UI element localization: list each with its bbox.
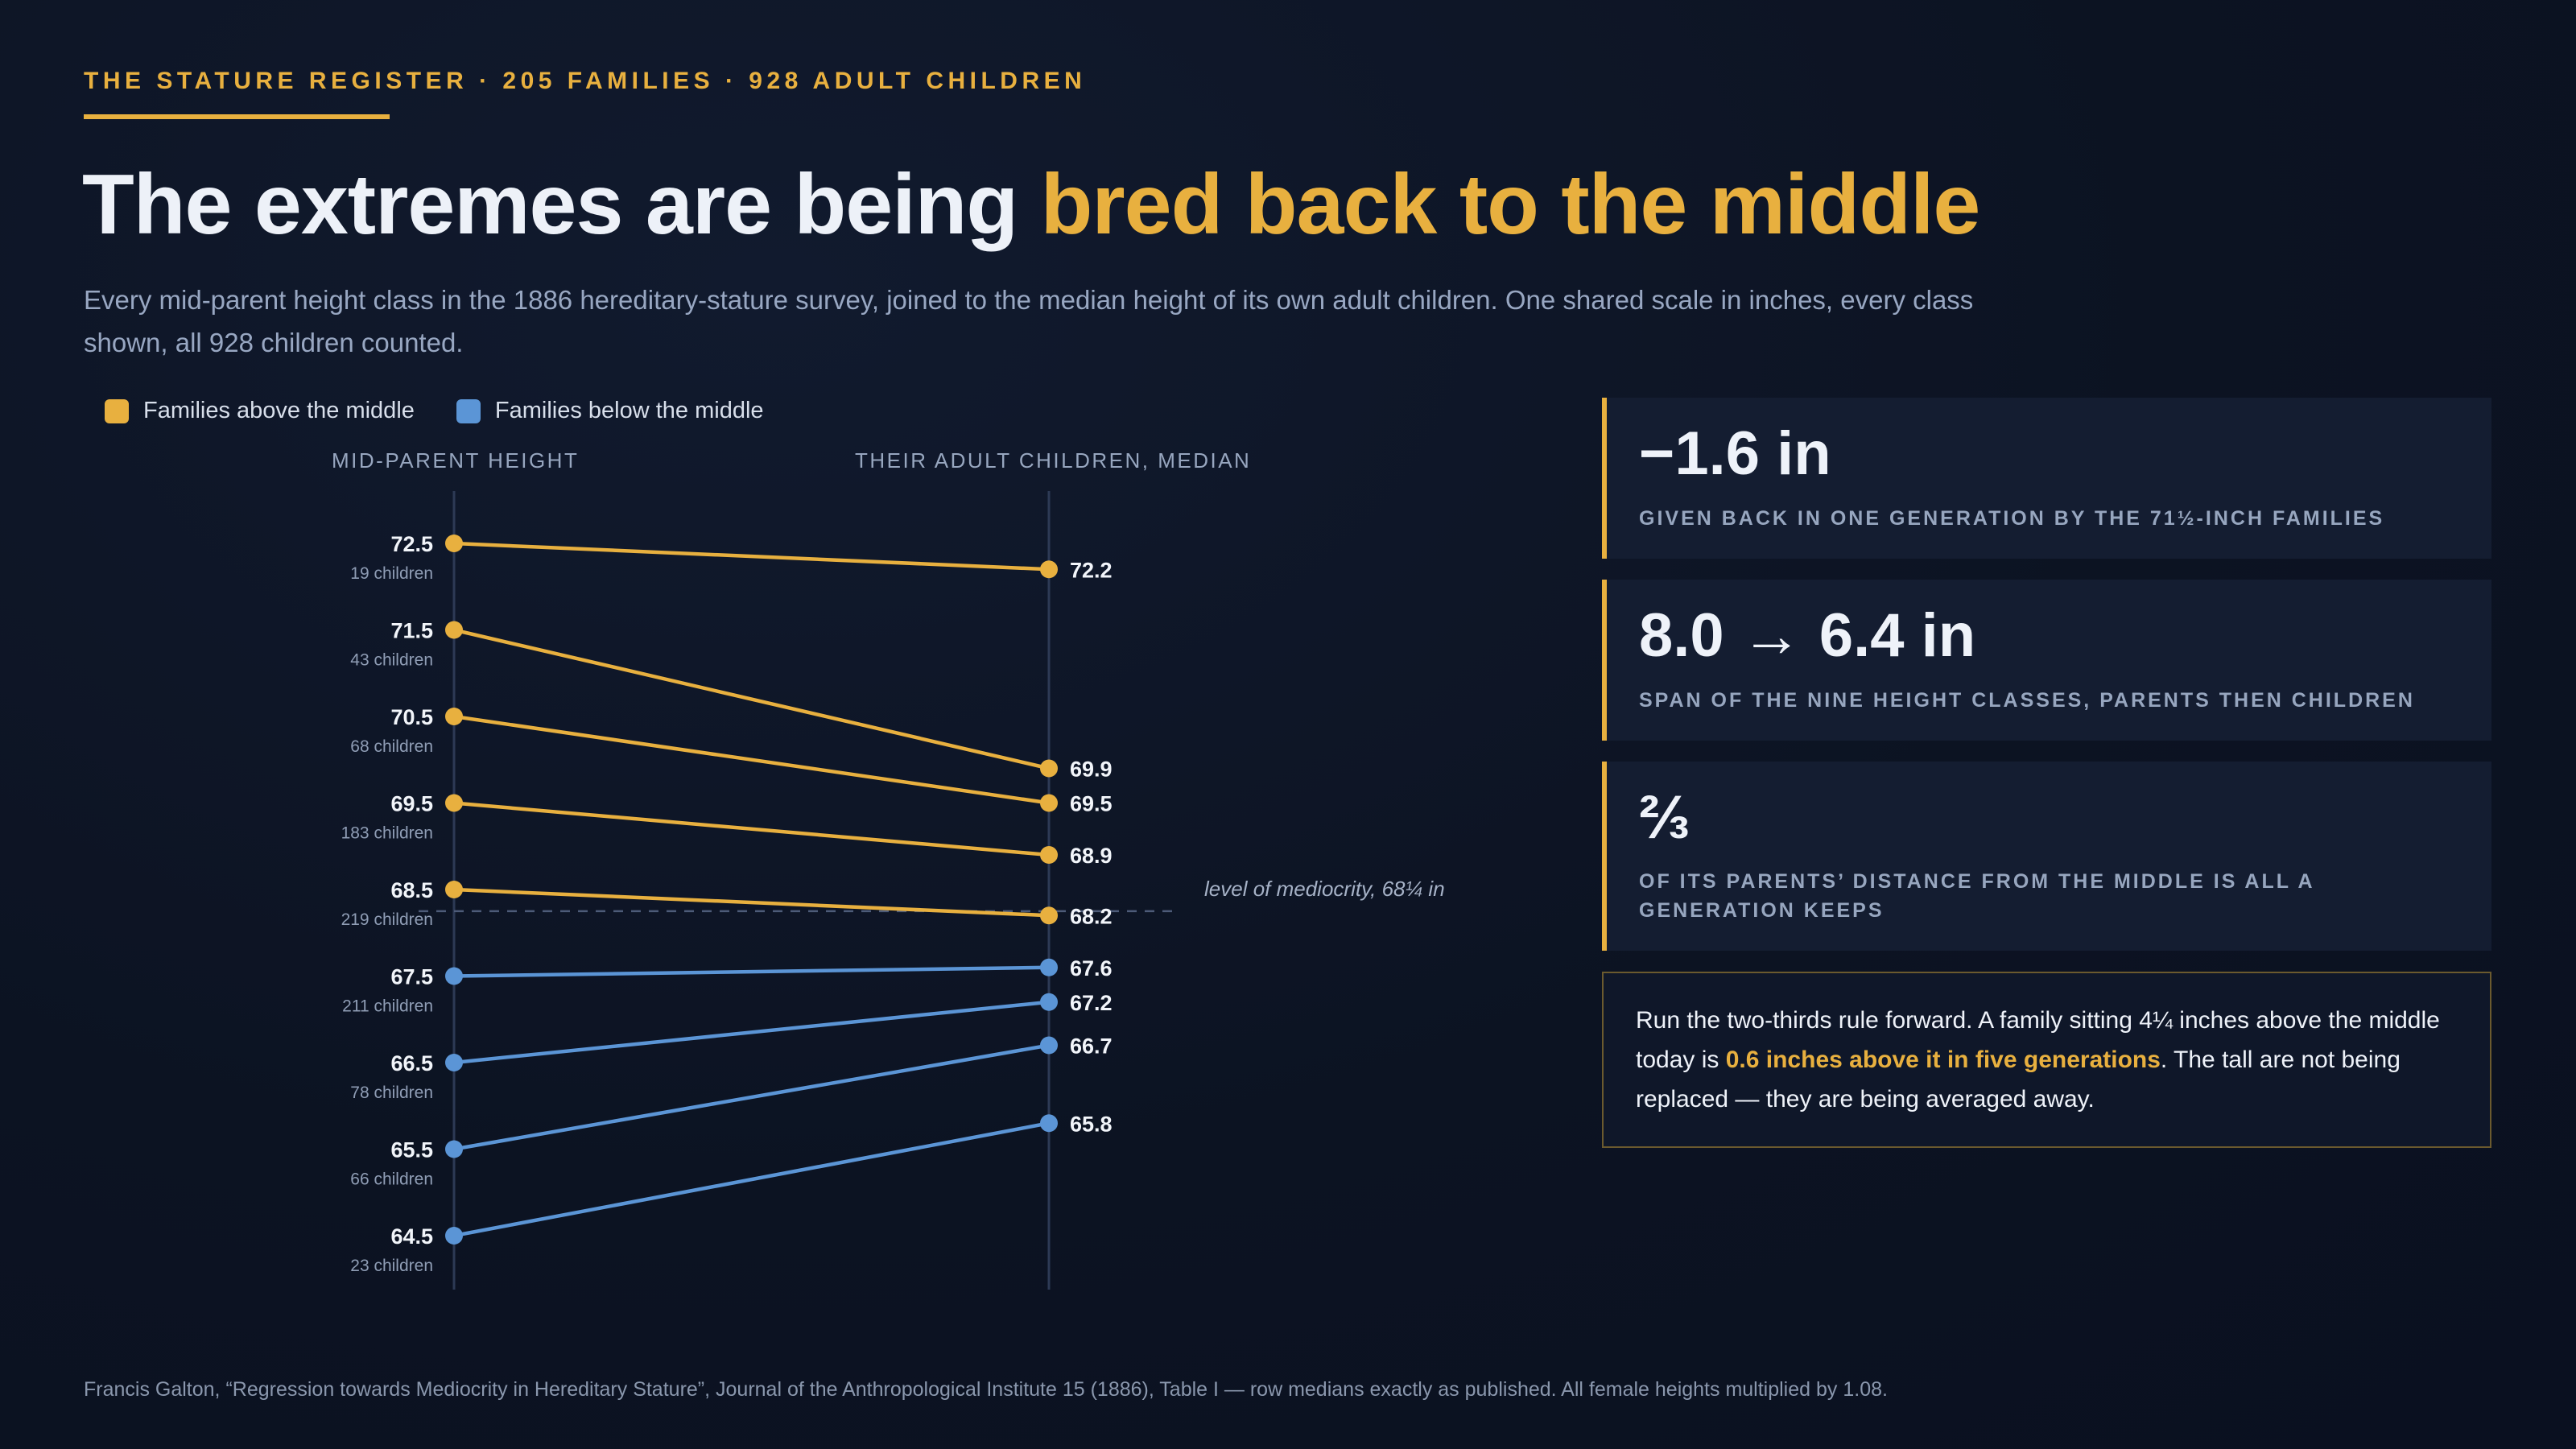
note-text-before: Run the two-thirds rule forward. A famil… [1636,1007,2440,1074]
parent-point [445,881,463,898]
parent-point [445,794,463,812]
child-point [1040,794,1058,812]
parent-value-label: 66.5 [390,1051,433,1075]
parent-value-label: 68.5 [390,878,433,902]
legend-item-above: Families above the middle [105,398,415,424]
slope-line [453,887,1050,918]
title-highlight: bred back to the middle [1040,157,1981,252]
chart-legend: Families above the middle Families below… [105,398,806,424]
child-point [1040,906,1058,925]
child-point [1040,759,1058,778]
slope-line [453,801,1050,857]
parent-point [445,535,463,552]
parent-count-label: 23 children [350,1257,433,1275]
stat-card: ⅔ OF ITS PARENTS’ DISTANCE FROM THE MIDD… [1602,761,2491,952]
parent-count-label: 219 children [341,910,433,929]
stat-card: −1.6 in GIVEN BACK IN ONE GENERATION BY … [1602,398,2491,559]
title-plain: The extremes are being [82,157,1041,252]
child-value-label: 69.9 [1070,758,1113,782]
stat-label: SPAN OF THE NINE HEIGHT CLASSES, PARENTS… [1639,688,2415,712]
projection-note: Run the two-thirds rule forward. A famil… [1602,972,2491,1149]
parent-count-label: 68 children [350,737,433,756]
child-value-label: 72.2 [1070,558,1113,582]
eyebrow: THE STATURE REGISTER · 205 FAMILIES · 92… [84,68,1087,94]
left-column-header: MID-PARENT HEIGHT [332,448,580,473]
parent-count-label: 43 children [350,651,433,670]
child-value-label: 67.6 [1070,956,1113,980]
slope-line [453,1043,1050,1151]
parent-point [445,967,463,985]
parent-point [445,1054,463,1071]
slope-line [453,1000,1050,1065]
right-column-header: THEIR ADULT CHILDREN, MEDIAN [855,448,1252,473]
slope-line [453,714,1050,805]
stat-value: 8.0 → 6.4 in [1639,601,1976,670]
legend-swatch-above [105,398,129,423]
parent-value-label: 71.5 [390,619,433,643]
child-value-label: 65.8 [1070,1112,1113,1136]
eyebrow-rule [84,114,390,119]
legend-swatch-below [456,398,481,423]
legend-item-below: Families below the middle [456,398,764,424]
parent-count-label: 78 children [350,1084,433,1102]
parent-point [445,1227,463,1245]
page-title: The extremes are being bred back to the … [82,157,1981,252]
parent-point [445,1140,463,1158]
stat-label: OF ITS PARENTS’ DISTANCE FROM THE MIDDLE… [1639,870,2314,923]
stat-cards: −1.6 in GIVEN BACK IN ONE GENERATION BY … [1602,398,2491,1149]
note-highlight: 0.6 inches above it in five generations [1725,1046,2161,1074]
child-point [1040,846,1058,864]
legend-label-below: Families below the middle [494,398,764,423]
parent-count-label: 183 children [341,824,433,843]
mediocrity-reference-label: level of mediocrity, 68¼ in [1204,877,1445,901]
source-note: Francis Galton, “Regression towards Medi… [84,1378,1888,1401]
stat-card: 8.0 → 6.4 in SPAN OF THE NINE HEIGHT CLA… [1602,579,2491,741]
child-point [1040,1114,1058,1133]
child-point [1040,1036,1058,1055]
child-value-label: 68.2 [1070,904,1113,928]
child-point [1040,993,1058,1011]
child-point [1040,560,1058,579]
slope-line [453,628,1050,770]
subtitle: Every mid-parent height class in the 188… [84,285,1974,357]
parent-value-label: 67.5 [390,965,433,989]
parent-count-label: 211 children [342,997,433,1016]
legend-label-above: Families above the middle [143,398,415,423]
stat-label: GIVEN BACK IN ONE GENERATION BY THE 71½-… [1639,506,2385,530]
parent-value-label: 64.5 [390,1224,433,1249]
parent-value-label: 65.5 [390,1138,433,1162]
parent-count-label: 66 children [350,1170,433,1189]
parent-value-label: 70.5 [390,705,433,729]
stat-value: ⅔ [1639,782,1690,852]
stat-value: −1.6 in [1639,419,1831,488]
child-value-label: 67.2 [1070,991,1113,1015]
child-value-label: 69.5 [1070,792,1113,816]
note-text-after: . The tall are not being replaced — they… [1636,1046,2401,1113]
parent-value-label: 69.5 [390,792,433,816]
parent-count-label: 19 children [350,564,433,583]
child-value-label: 66.7 [1070,1034,1113,1059]
child-point [1040,958,1058,976]
slope-line [453,541,1050,572]
parent-point [445,708,463,725]
slope-line [453,965,1050,978]
parent-value-label: 72.5 [390,532,433,556]
parent-point [445,621,463,639]
child-value-label: 68.9 [1070,844,1113,868]
slope-line [453,1121,1050,1238]
